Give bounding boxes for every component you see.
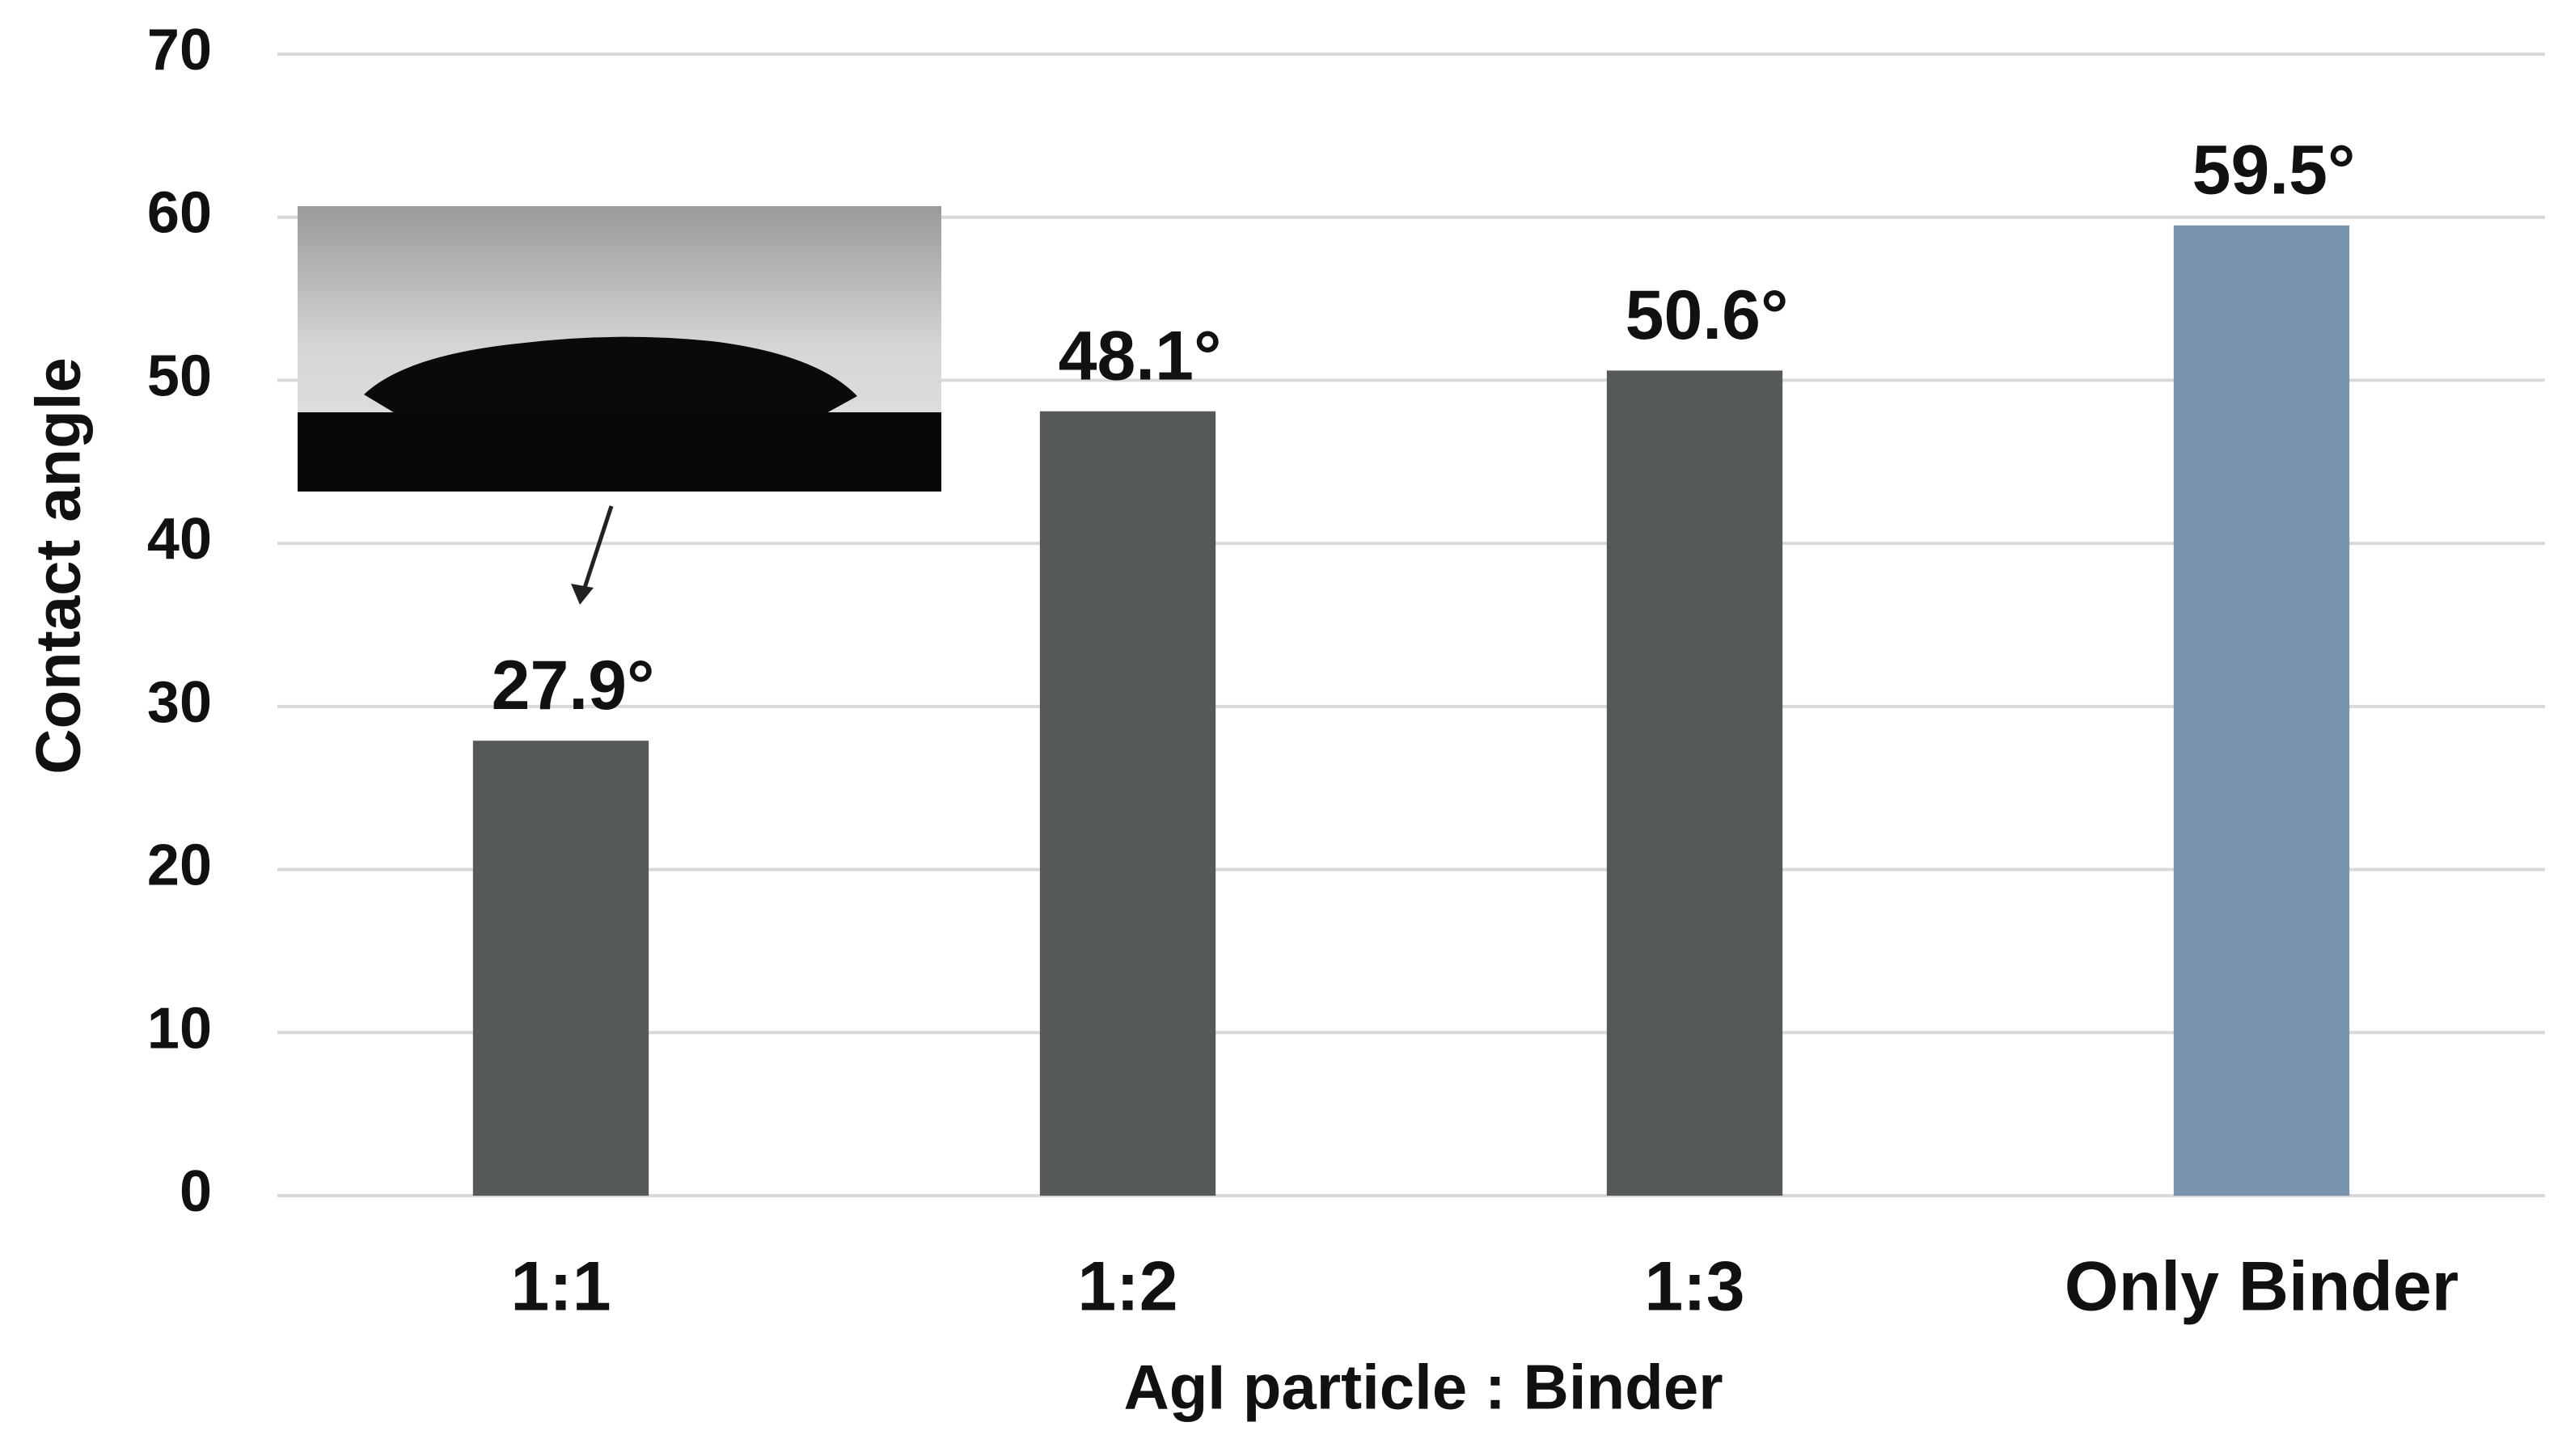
droplet-inset [298, 206, 941, 605]
y-tick-label: 40 [147, 507, 212, 572]
x-tick-label: 1:1 [510, 1248, 611, 1326]
x-axis-title: AgI particle : Binder [1123, 1352, 1723, 1423]
value-label: 59.5° [2192, 132, 2356, 209]
y-tick-label: 50 [147, 344, 212, 408]
value-label: 48.1° [1059, 317, 1222, 395]
x-tick-label: Only Binder [2065, 1248, 2458, 1326]
bar [1039, 411, 1216, 1196]
x-tick-label: 1:2 [1077, 1248, 1177, 1326]
inset-droplet [364, 336, 857, 414]
value-label: 50.6° [1626, 276, 1789, 354]
inset-arrowhead [571, 584, 594, 605]
y-axis-title: Contact angle [23, 357, 94, 774]
y-tick-label: 20 [147, 834, 212, 898]
value-label: 27.9° [492, 647, 655, 724]
y-tick-label: 0 [180, 1159, 212, 1224]
inset-substrate [298, 412, 941, 492]
y-tick-label: 30 [147, 670, 212, 735]
y-tick-label: 10 [147, 996, 212, 1061]
bar [1606, 370, 1783, 1196]
bar [2173, 225, 2350, 1196]
bar [472, 741, 649, 1196]
inset-arrow [581, 505, 614, 591]
y-tick-label: 60 [147, 181, 212, 246]
x-tick-label: 1:3 [1644, 1248, 1744, 1326]
y-tick-label: 70 [147, 18, 212, 82]
